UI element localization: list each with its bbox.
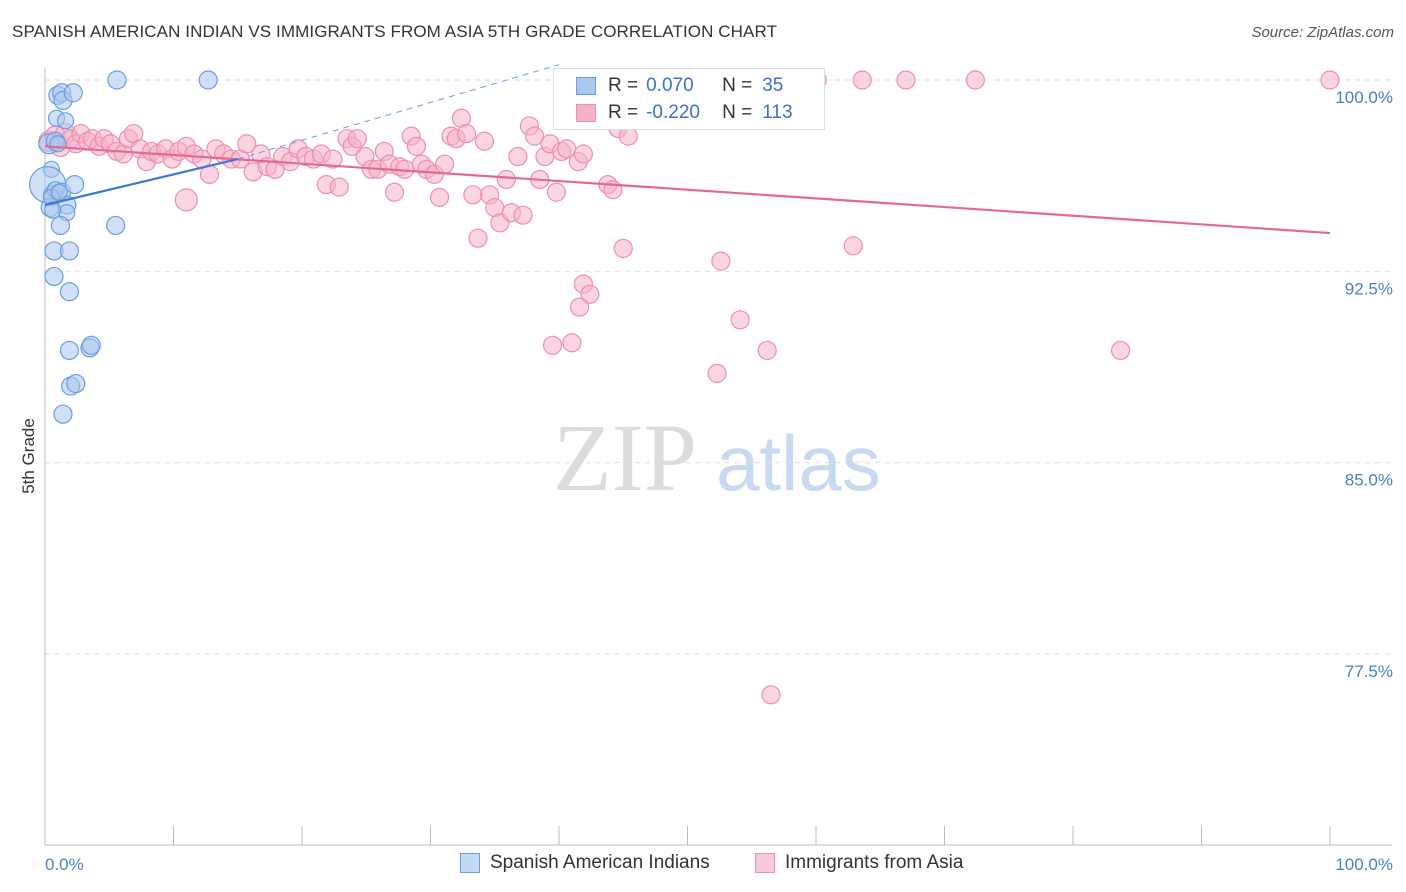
point-immigrants-from-asia — [384, 182, 405, 202]
source-label: Source: ZipAtlas.com — [1251, 24, 1394, 41]
point-immigrants-from-asia — [463, 185, 483, 205]
point-immigrants-from-asia — [329, 177, 349, 197]
point-immigrants-from-asia — [429, 187, 450, 207]
point-spanish-american-indians — [63, 83, 83, 103]
trend-line-extrapolated-spanish-american-indians — [237, 64, 560, 160]
legend-item-spanish-american-indians[interactable]: Spanish American Indians — [460, 852, 710, 874]
y-axis-label: 5th Grade — [19, 418, 38, 494]
point-immigrants-from-asia — [562, 333, 582, 353]
point-immigrants-from-asia — [896, 70, 916, 90]
point-spanish-american-indians — [56, 112, 75, 130]
point-spanish-american-indians — [44, 266, 64, 287]
trend-line-spanish-american-indians — [44, 158, 239, 207]
legend-r-label: R = — [608, 75, 639, 96]
point-immigrants-from-asia — [1110, 340, 1131, 361]
point-immigrants-from-asia — [569, 297, 590, 317]
point-immigrants-from-asia — [965, 70, 985, 90]
legend-n-label: N = — [722, 75, 753, 96]
chart-title: SPANISH AMERICAN INDIAN VS IMMIGRANTS FR… — [12, 22, 778, 41]
legend-r-value-blue: 0.070 — [646, 75, 694, 96]
point-spanish-american-indians — [81, 335, 101, 355]
point-immigrants-from-asia — [508, 146, 528, 167]
point-immigrants-from-asia — [468, 228, 488, 248]
legend-row-blue: R = 0.070 N = 35 — [576, 73, 783, 99]
legend-row-pink: R = -0.220 N = 113 — [576, 100, 793, 126]
point-spanish-american-indians — [59, 241, 80, 261]
trend-line-immigrants-from-asia — [44, 145, 1331, 235]
x-tick-label-min: 0.0% — [45, 855, 84, 874]
point-immigrants-from-asia — [613, 238, 633, 258]
legend-swatch-pink — [755, 853, 775, 873]
point-spanish-american-indians — [50, 215, 71, 236]
point-immigrants-from-asia — [347, 129, 367, 149]
point-spanish-american-indians — [64, 174, 85, 195]
point-spanish-american-indians — [49, 135, 67, 153]
legend-r-label: R = — [608, 102, 639, 123]
legend-n-value-blue: 35 — [762, 75, 784, 96]
axes-layer — [44, 68, 1392, 846]
legend-swatch-blue — [460, 853, 480, 873]
point-immigrants-from-asia — [707, 363, 727, 383]
point-spanish-american-indians — [59, 340, 80, 361]
watermark-zip: ZIP — [553, 404, 697, 511]
series-immigrants-from-asia — [38, 70, 1340, 705]
point-spanish-american-indians — [66, 373, 86, 394]
point-immigrants-from-asia — [1320, 70, 1340, 90]
point-immigrants-from-asia — [711, 251, 731, 271]
point-immigrants-from-asia — [456, 123, 477, 144]
point-immigrants-from-asia — [580, 284, 600, 304]
point-spanish-american-indians — [53, 404, 73, 424]
x-tick-label-max: 100.0% — [1335, 855, 1393, 874]
legend-r-value-pink: -0.220 — [646, 102, 700, 123]
point-spanish-american-indians — [107, 70, 127, 90]
point-immigrants-from-asia — [174, 188, 198, 212]
y-tick-label: 85.0% — [1345, 471, 1393, 490]
point-immigrants-from-asia — [435, 154, 455, 174]
point-immigrants-from-asia — [513, 205, 533, 225]
point-immigrants-from-asia — [761, 685, 781, 705]
point-immigrants-from-asia — [573, 144, 594, 164]
legend-item-immigrants-from-asia[interactable]: Immigrants from Asia — [755, 852, 963, 874]
legend-n-value-pink: 113 — [762, 102, 793, 123]
point-immigrants-from-asia — [546, 182, 567, 202]
legend-n-label: N = — [722, 102, 753, 123]
legend-label-pink: Immigrants from Asia — [785, 852, 964, 873]
point-immigrants-from-asia — [406, 136, 426, 156]
axis-labels: 100.0% 92.5% 85.0% 77.5% 0.0% 100.0% 5th Grade — [19, 88, 1393, 874]
y-tick-label: 77.5% — [1345, 662, 1393, 681]
legend-swatch-pink — [576, 104, 596, 122]
trend-lines — [44, 64, 1331, 235]
point-immigrants-from-asia — [843, 236, 863, 256]
point-immigrants-from-asia — [524, 126, 545, 146]
point-spanish-american-indians — [50, 183, 68, 201]
point-immigrants-from-asia — [237, 134, 257, 154]
series-spanish-american-indians — [28, 70, 218, 424]
point-immigrants-from-asia — [757, 340, 777, 361]
legend-swatch-blue — [576, 77, 596, 95]
point-immigrants-from-asia — [474, 131, 495, 151]
point-spanish-american-indians — [59, 282, 80, 302]
series-legend: Spanish American Indians Immigrants from… — [0, 852, 1406, 878]
point-spanish-american-indians — [106, 215, 126, 236]
legend-label-blue: Spanish American Indians — [490, 852, 710, 873]
y-tick-label: 92.5% — [1345, 279, 1393, 298]
point-immigrants-from-asia — [323, 149, 343, 169]
stats-legend: R = 0.070 N = 35 R = -0.220 N = 113 — [553, 68, 825, 130]
watermark-atlas: atlas — [716, 419, 881, 507]
point-immigrants-from-asia — [542, 335, 563, 355]
y-tick-label: 100.0% — [1335, 88, 1393, 107]
point-spanish-american-indians — [198, 70, 218, 90]
point-immigrants-from-asia — [730, 310, 750, 330]
point-immigrants-from-asia — [496, 169, 516, 190]
point-immigrants-from-asia — [852, 70, 872, 90]
